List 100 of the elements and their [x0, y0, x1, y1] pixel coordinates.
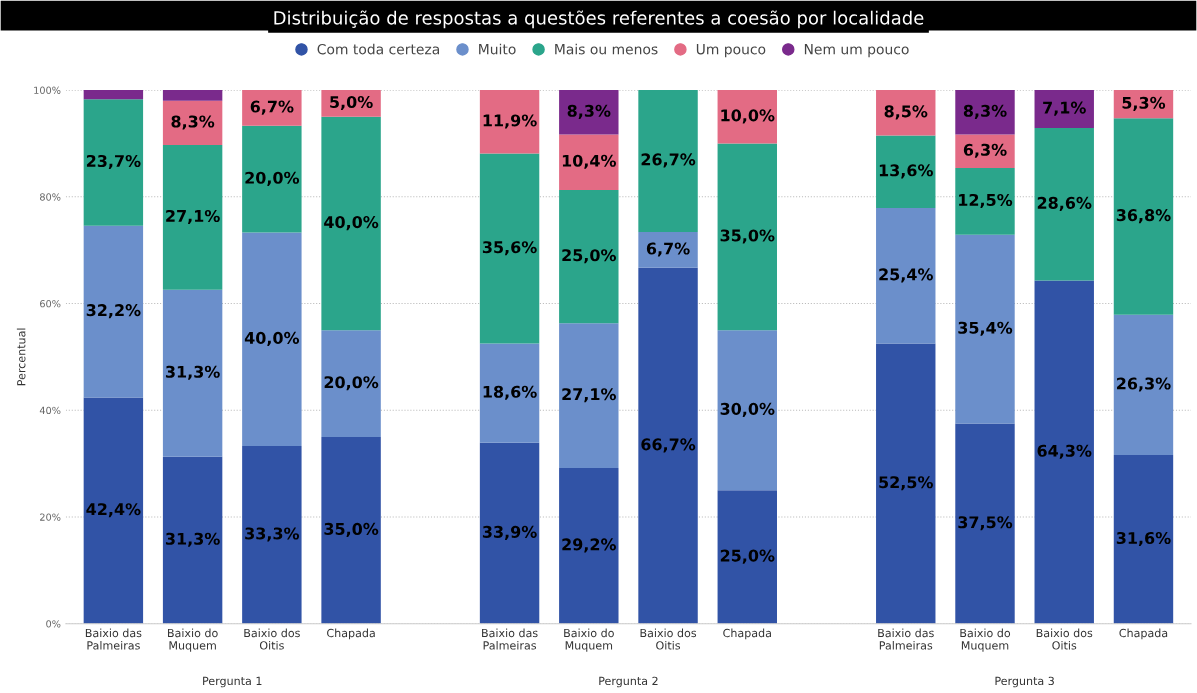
- bar: [162, 145, 223, 290]
- x-tick-label: Baixio das Palmeiras: [878, 628, 934, 650]
- bar: [479, 90, 540, 154]
- y-tick-label: 20%: [40, 513, 61, 521]
- x-tick-label: Baixio das Palmeiras: [482, 628, 538, 650]
- data-label: 20,0%: [324, 376, 379, 391]
- bar: [321, 436, 381, 624]
- bar: [83, 99, 144, 226]
- data-label: 6,3%: [963, 143, 1007, 158]
- data-label: 33,3%: [245, 527, 300, 542]
- x-tick-label: Chapada: [327, 628, 375, 640]
- data-label: 66,7%: [641, 438, 696, 453]
- x-tick-label: Chapada: [1119, 628, 1168, 640]
- bar: [479, 343, 540, 443]
- bar: [162, 100, 223, 146]
- legend-label: Um pouco: [696, 44, 766, 58]
- data-label: 20,0%: [245, 171, 300, 186]
- bar: [1034, 127, 1094, 281]
- bar: [717, 490, 777, 624]
- bar: [955, 134, 1015, 168]
- data-label: 6,7%: [646, 242, 690, 257]
- bar: [876, 90, 936, 136]
- data-label: 5,3%: [1122, 96, 1166, 111]
- data-label: 25,0%: [562, 249, 616, 264]
- bar: [876, 343, 936, 624]
- bar: [717, 330, 777, 491]
- bar: [83, 90, 144, 100]
- bar: [717, 90, 777, 144]
- bar: [955, 423, 1015, 624]
- bar: [242, 232, 302, 447]
- bar: [162, 456, 223, 624]
- data-label: 40,0%: [244, 331, 300, 346]
- bar: [559, 323, 619, 468]
- bar: [955, 234, 1015, 424]
- data-label: 8,3%: [171, 115, 215, 130]
- bar: [1113, 314, 1174, 456]
- x-tick-label: Baixio do Muquem: [564, 628, 614, 652]
- legend-label: Com toda certeza: [317, 43, 439, 55]
- bar: [638, 90, 698, 233]
- bar: [559, 90, 619, 135]
- data-label: 27,1%: [166, 209, 220, 225]
- data-label: 33,9%: [482, 525, 537, 540]
- text: Pergunta 2: [599, 676, 658, 688]
- bar: [955, 168, 1015, 235]
- legend-label: Muito: [479, 43, 516, 55]
- x-tick-label: Baixio dos Oitis: [1036, 628, 1093, 650]
- legend-label: Nem um pouco: [804, 44, 909, 58]
- bar: [162, 289, 223, 457]
- bar: [717, 143, 777, 331]
- y-tick-label: 0%: [46, 620, 61, 628]
- data-label: 40,0%: [324, 216, 379, 231]
- x-tick-label: Baixio do Muquem: [168, 628, 218, 652]
- text: Pergunta 1: [203, 676, 262, 688]
- data-label: 31,3%: [165, 532, 220, 547]
- data-label: 27,1%: [562, 388, 616, 403]
- bar: [1113, 118, 1174, 315]
- x-tick-label: Baixio dos Oitis: [244, 628, 300, 650]
- data-label: 35,4%: [958, 321, 1013, 336]
- data-label: 29,2%: [562, 538, 616, 553]
- data-label: 25,0%: [720, 549, 775, 564]
- data-label: 7,1%: [1043, 101, 1086, 116]
- x-tick-label: Baixio das Palmeiras: [85, 628, 142, 650]
- data-label: 8,5%: [884, 105, 928, 120]
- data-label: 13,6%: [879, 164, 933, 179]
- data-label: 23,7%: [86, 154, 141, 170]
- data-label: 31,3%: [165, 365, 220, 380]
- bar: [638, 232, 698, 268]
- bar: [479, 442, 540, 624]
- data-label: 5,0%: [330, 95, 373, 111]
- x-tick-label: Baixio dos Oitis: [640, 628, 697, 650]
- data-label: 25,4%: [879, 268, 933, 283]
- data-label: 18,6%: [483, 385, 537, 400]
- text: Pergunta 3: [995, 676, 1054, 688]
- data-label: 12,5%: [959, 193, 1013, 209]
- data-label: 11,9%: [483, 114, 537, 129]
- data-label: 32,2%: [86, 304, 141, 319]
- bar: [1034, 90, 1094, 128]
- bar: [242, 90, 302, 126]
- bar: [321, 116, 381, 331]
- data-label: 8,3%: [567, 104, 611, 119]
- y-tick-label: 100%: [34, 86, 61, 94]
- bar: [242, 125, 302, 233]
- bar: [955, 90, 1015, 135]
- data-label: 35,0%: [720, 229, 775, 244]
- data-label: 52,5%: [879, 476, 933, 491]
- y-axis-title: Percentual: [16, 328, 26, 386]
- data-label: 37,5%: [958, 516, 1013, 531]
- data-label: 28,6%: [1037, 196, 1092, 211]
- bar: [876, 135, 936, 209]
- data-label: 64,3%: [1037, 444, 1092, 459]
- bar: [559, 189, 619, 324]
- data-label: 31,6%: [1116, 531, 1171, 547]
- y-tick-label: 40%: [39, 406, 61, 415]
- data-label: 10,4%: [562, 154, 616, 169]
- data-label: 35,0%: [324, 522, 379, 537]
- data-label: 35,6%: [482, 241, 537, 256]
- bar: [83, 397, 144, 624]
- chart-title: Distribuição de respostas a questões referentes a coesão por localidade: [274, 10, 924, 29]
- bar: [638, 267, 698, 624]
- data-label: 8,3%: [963, 104, 1007, 119]
